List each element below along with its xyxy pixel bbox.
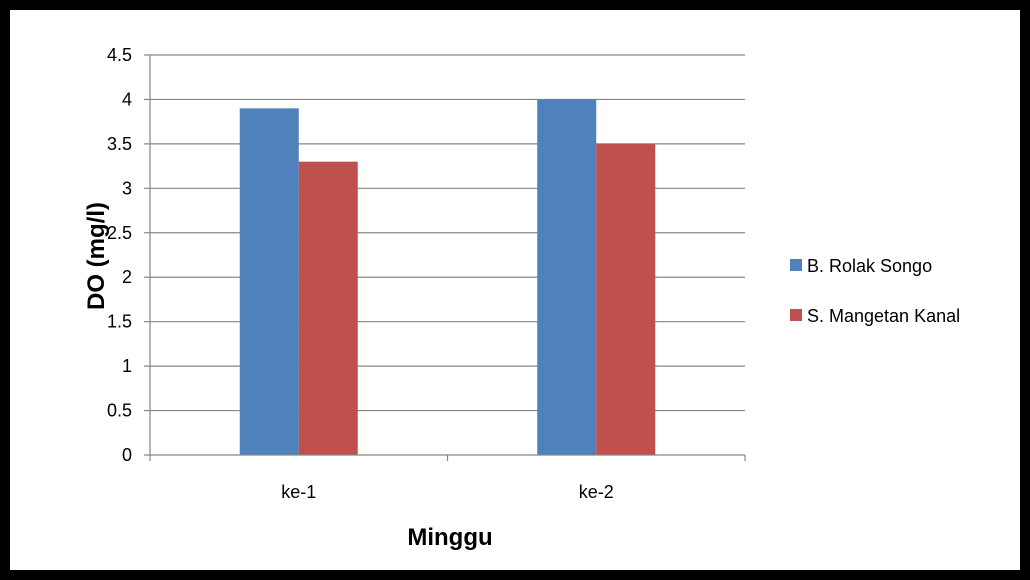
y-tick-label: 4	[122, 89, 132, 109]
bars	[239, 99, 656, 455]
y-tick-label: 2.5	[107, 223, 132, 243]
legend-swatch	[790, 309, 802, 321]
y-tick-label: 1	[122, 356, 132, 376]
legend-swatch	[790, 259, 802, 271]
bar-b-rolak-songo-ke-2	[537, 99, 597, 455]
y-axis-title: DO (mg/l)	[83, 202, 110, 310]
x-tick-label: ke-1	[281, 482, 316, 502]
y-tick-label: 3	[122, 178, 132, 198]
legend-label: B. Rolak Songo	[807, 256, 932, 276]
x-axis-title: Minggu	[407, 524, 492, 551]
legend: B. Rolak Songo S. Mangetan Kanal	[790, 256, 960, 326]
y-tick-label: 0.5	[107, 401, 132, 421]
y-tick-label: 4.5	[107, 45, 132, 65]
legend-label: S. Mangetan Kanal	[807, 306, 960, 326]
bar-b-rolak-songo-ke-1	[239, 108, 299, 455]
y-tick-label: 2	[122, 267, 132, 287]
y-tick-label: 1.5	[107, 312, 132, 332]
tick-labels: 0 0.5 1 1.5 2 2.5 3 3.5 4 4.5 ke-1 ke-2	[107, 45, 614, 502]
axes	[144, 54, 746, 461]
y-tick-label: 0	[122, 445, 132, 465]
y-tick-label: 3.5	[107, 134, 132, 154]
bar-s-mangetan-kanal-ke-2	[596, 143, 656, 455]
x-tick-label: ke-2	[579, 482, 614, 502]
bar-s-mangetan-kanal-ke-1	[298, 161, 358, 455]
